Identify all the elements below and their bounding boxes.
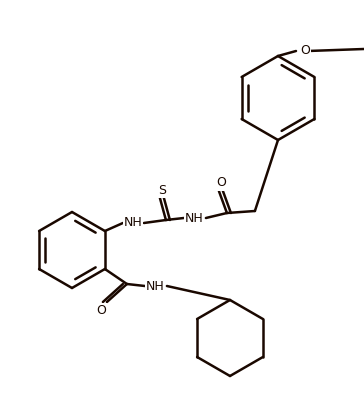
Text: S: S — [158, 184, 166, 196]
Text: NH: NH — [146, 280, 164, 293]
Text: O: O — [216, 177, 226, 190]
Text: O: O — [300, 45, 310, 58]
Text: NH: NH — [185, 211, 203, 224]
Text: O: O — [96, 303, 106, 316]
Text: NH: NH — [123, 216, 142, 229]
